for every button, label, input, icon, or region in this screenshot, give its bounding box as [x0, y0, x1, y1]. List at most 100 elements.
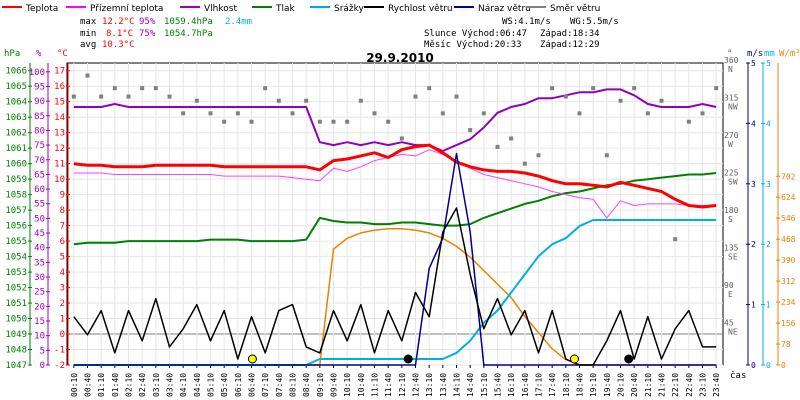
axis-pct-tick-label-15: 25 — [34, 288, 45, 298]
axis-degc-tick-label-7: 10 — [54, 175, 65, 185]
wind-dir-point-41 — [632, 86, 637, 91]
axis-hpa-tick-label-2: 1064 — [5, 98, 27, 108]
axis-unit-mm: mm — [764, 49, 775, 59]
axis-hpa-tick-label-4: 1062 — [5, 129, 27, 139]
x-tick-label-20: 10:10 — [343, 373, 352, 397]
axis-hpa-tick-label-5: 1061 — [5, 144, 27, 154]
wind-dir-point-0 — [71, 94, 76, 99]
axis-hpa-tick-label-12: 1054 — [5, 253, 27, 263]
axis-unit-degc: °C — [57, 49, 68, 59]
wind-dir-point-28 — [454, 94, 459, 99]
axis-dir-deg-6: 90 — [724, 281, 734, 290]
x-tick-label-40: 20:10 — [617, 373, 626, 397]
axis-dir-name-5: SE — [728, 253, 738, 262]
wind-dir-point-14 — [263, 86, 268, 91]
x-tick-label-25: 12:40 — [412, 373, 421, 397]
x-tick-label-22: 11:10 — [371, 373, 380, 397]
x-tick-label-29: 14:40 — [466, 373, 475, 397]
axis-mm-tick-label-4: 1 — [766, 301, 771, 310]
stats-max-hum: 95% — [139, 17, 156, 27]
x-tick-label-19: 09:40 — [330, 373, 339, 397]
axis-wm2-tick-label-1: 624 — [781, 193, 796, 202]
wind-dir-point-20 — [345, 119, 350, 124]
wind-dir-point-38 — [591, 86, 596, 91]
series-ground-temperature — [73, 149, 717, 219]
axis-wm2-tick-label-0: 702 — [781, 172, 796, 181]
axis-wm2-tick-label-9: 0 — [781, 361, 786, 370]
stats-max-press: 1059.4hPa — [164, 17, 213, 27]
axis-hpa-tick-label-3: 1063 — [5, 113, 27, 123]
axis-pct-tick-label-13: 35 — [34, 258, 45, 268]
x-tick-label-3: 01:40 — [111, 373, 120, 397]
axis-pct-tick-label-20: 0 — [40, 361, 45, 371]
x-tick-label-17: 08:40 — [302, 373, 311, 397]
wind-dir-point-5 — [140, 86, 145, 91]
x-tick-label-41: 20:40 — [630, 373, 639, 397]
x-tick-label-34: 17:10 — [535, 373, 544, 397]
legend-label-5: Rychlost větru — [388, 4, 453, 14]
x-tick-label-32: 16:10 — [507, 373, 516, 397]
x-tick-label-15: 07:40 — [275, 373, 284, 397]
chart-title: 29.9.2010 — [366, 51, 434, 65]
x-tick-label-14: 07:10 — [261, 373, 270, 397]
wind-dir-point-17 — [304, 98, 309, 103]
x-tick-label-18: 09:10 — [316, 373, 325, 397]
axis-pct-tick-label-17: 15 — [34, 317, 45, 327]
x-tick-label-27: 13:40 — [439, 373, 448, 397]
wind-dir-point-16 — [290, 111, 295, 116]
x-tick-label-35: 17:40 — [548, 373, 557, 397]
wind-dir-point-6 — [153, 86, 158, 91]
axis-pct-tick-label-4: 80 — [34, 126, 45, 136]
axis-hpa-tick-label-15: 1051 — [5, 299, 27, 309]
axis-wm2-tick-label-4: 390 — [781, 256, 796, 265]
legend-label-7: Směr větru — [550, 4, 600, 14]
x-tick-label-45: 22:40 — [685, 373, 694, 397]
axis-degc-tick-label-4: 13 — [54, 129, 65, 139]
x-tick-label-24: 12:10 — [398, 373, 407, 397]
axis-pct-tick-label-19: 5 — [40, 346, 45, 356]
wind-dir-point-26 — [427, 86, 432, 91]
axis-dir-name-1: NW — [728, 103, 738, 112]
astro-info: WS:4.1m/s WG:5.5m/s Slunce Východ:06:47 … — [424, 17, 619, 50]
x-tick-label-42: 21:10 — [644, 373, 653, 397]
axis-degc-tick-label-2: 15 — [54, 98, 65, 108]
axis-mm-tick-label-5: 0 — [766, 361, 771, 370]
axis-pct-tick-label-7: 65 — [34, 170, 45, 180]
wind-dir-point-43 — [659, 98, 664, 103]
stats-max-label: max — [80, 17, 97, 27]
axis-pct-tick-label-8: 60 — [34, 185, 45, 195]
x-tick-label-33: 16:40 — [521, 373, 530, 397]
x-tick-label-8: 04:10 — [179, 373, 188, 397]
legend-label-1: Přízemní teplota — [90, 4, 163, 14]
axis-dir-deg-1: 315 — [724, 94, 739, 103]
axis-hpa-tick-label-17: 1049 — [5, 330, 27, 340]
sunrise-marker — [247, 354, 257, 364]
stats-min-press: 1054.7hPa — [164, 29, 213, 39]
x-tick-label-5: 02:40 — [138, 373, 147, 397]
x-tick-label-30: 15:10 — [480, 373, 489, 397]
axis-degc-tick-label-19: -2 — [54, 361, 65, 371]
wind-dir-point-40 — [618, 98, 623, 103]
wind-dir-point-47 — [714, 86, 719, 91]
axis-hpa-tick-label-14: 1052 — [5, 284, 27, 294]
sunrise-info: Slunce Východ:06:47 — [424, 29, 527, 39]
axis-ms-tick-label-0: 5 — [751, 59, 756, 68]
axis-dir-name-7: NE — [728, 328, 738, 337]
axis-dir-name-0: N — [728, 65, 733, 74]
x-tick-label-23: 11:40 — [384, 373, 393, 397]
x-tick-label-1: 00:40 — [84, 373, 93, 397]
wind-dir-point-35 — [550, 86, 555, 91]
axis-hpa-tick-label-13: 1053 — [5, 268, 27, 278]
legend: Teplota Přízemní teplota Vlhkost Tlak Srážky… — [2, 4, 600, 14]
stats-block: max 12.2°C 95% 1059.4hPa 2.4mm min 8.1°C… — [80, 17, 252, 50]
wind-dir-point-31 — [495, 144, 500, 149]
stats-min-label: min — [80, 29, 96, 39]
axis-degc-tick-label-17: 0 — [60, 330, 65, 340]
x-tick-label-7: 03:40 — [166, 373, 175, 397]
axis-degc-tick-label-6: 11 — [54, 160, 65, 170]
axis-mm-tick-label-1: 4 — [766, 119, 771, 128]
axis-degc-tick-label-3: 14 — [54, 113, 65, 123]
moonset-marker — [403, 354, 413, 364]
